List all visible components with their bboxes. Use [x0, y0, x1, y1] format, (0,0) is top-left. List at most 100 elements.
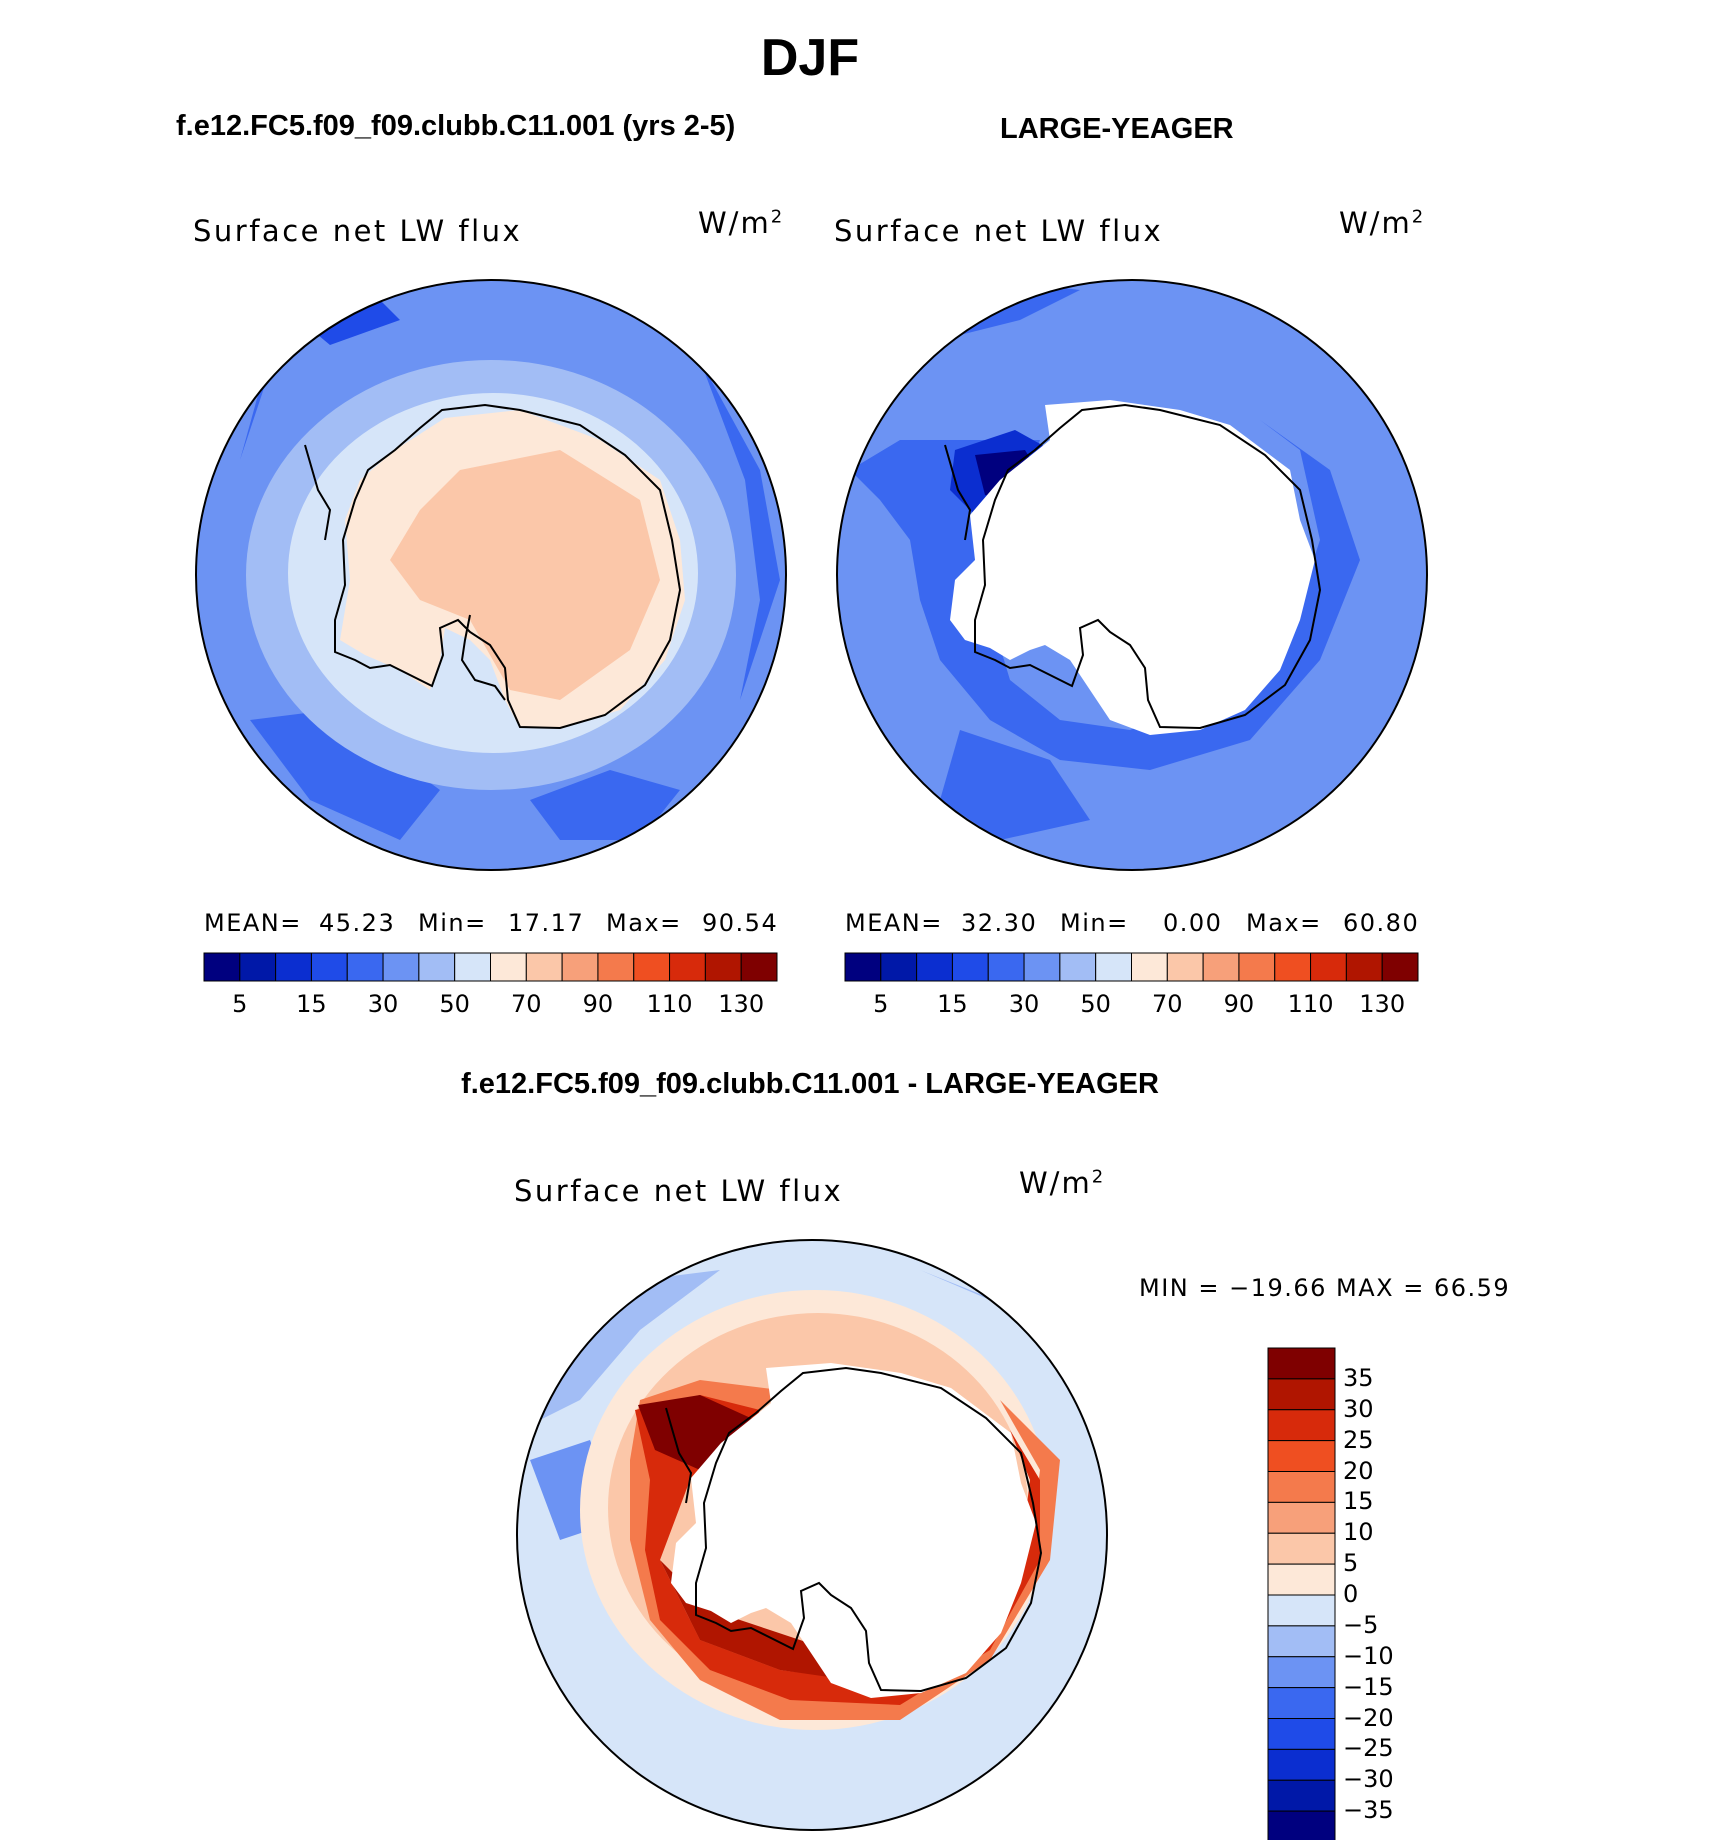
- panel2-colorbar-box: [1381, 952, 1419, 982]
- colorbars: [203, 952, 1419, 1840]
- panel3-variable-label: Surface net LW flux: [514, 1174, 844, 1208]
- panel2-peninsula-coast: [944, 444, 972, 541]
- panel1-plateau-field: [390, 450, 660, 700]
- panel2-colorbar-box: [987, 952, 1025, 982]
- panel1-colorbar-box: [633, 952, 671, 982]
- panel1-colorbar-box: [346, 952, 384, 982]
- panel3-colorbar-box: [1267, 1748, 1336, 1781]
- panel1-colorbar-box: [310, 952, 348, 982]
- panel1-max-value: 90.54: [702, 909, 779, 937]
- panel1-map-border: [195, 279, 787, 871]
- panel1-min-value: 17.17: [508, 909, 585, 937]
- panel3-colorbar-tick: 15: [1343, 1487, 1374, 1516]
- panel1-darkspot-nw: [300, 300, 400, 345]
- panel3-colorbar-box: [1267, 1440, 1336, 1472]
- panel1-antarctica-coastline: [334, 403, 682, 730]
- panel1-units: W/m2: [698, 206, 785, 240]
- panel2-colorbar-box: [844, 952, 882, 982]
- panel2-min-value: 0.00: [1163, 909, 1223, 937]
- panel3-colorbar-box: [1267, 1779, 1336, 1812]
- panel1-peninsula-coast: [304, 444, 332, 541]
- panel3-colorbar-box: [1267, 1471, 1336, 1503]
- panel2-band-south: [940, 730, 1090, 840]
- panel3-ross-band: [660, 1560, 850, 1680]
- panel2-map: [837, 280, 1427, 870]
- panel3-map: [517, 1240, 1107, 1830]
- panel3-colorbar-tick: −35: [1343, 1796, 1394, 1825]
- panel1-colorbar-tick: 15: [296, 990, 327, 1018]
- panel3-colorbar-tick: 5: [1343, 1549, 1359, 1578]
- panel2-variable-label: Surface net LW flux: [834, 214, 1164, 248]
- panel1-mean-value: 45.23: [319, 909, 396, 937]
- panel3-colorbar-tick: 25: [1343, 1425, 1374, 1454]
- panel3-colorbar-tick: −5: [1343, 1610, 1379, 1639]
- panel2-colorbar-tick: 30: [1008, 990, 1040, 1018]
- panel1-colorbar-tick: 70: [511, 990, 542, 1018]
- panel2-colorbar-tick: 130: [1359, 990, 1406, 1018]
- panel2-colorbar-box: [1345, 952, 1383, 982]
- main-title: DJF: [760, 29, 860, 87]
- panel3-colorbar-tick: −25: [1343, 1734, 1394, 1763]
- panel1-colorbar-box: [490, 952, 527, 982]
- panel1-max-label: Max=: [606, 909, 682, 937]
- panel2-colorbar-box: [1202, 952, 1240, 982]
- panel1-ross-sea-coast: [460, 614, 506, 701]
- panel2-colorbar-box: [1274, 952, 1312, 982]
- panel3-peninsula-coast: [665, 1407, 693, 1504]
- panel2-antarctica-coastline: [974, 403, 1322, 730]
- panel2-colorbar-box: [1095, 952, 1132, 982]
- panel1-colorbar-box: [597, 952, 635, 982]
- panel1-colorbar-tick: 130: [718, 990, 765, 1018]
- panel2-colorbar-tick: 70: [1152, 990, 1183, 1018]
- panel1-colorbar-box: [525, 952, 563, 982]
- panel1-colorbar-box: [740, 952, 778, 982]
- panel3-colorbar-box: [1267, 1810, 1336, 1840]
- panel2-colorbar-box: [916, 952, 953, 982]
- panel3-colorbar-box: [1267, 1501, 1336, 1534]
- obs-case-title: LARGE-YEAGER: [1000, 113, 1234, 145]
- panel2-colorbar-tick: 15: [937, 990, 968, 1018]
- panel1-min-label: Min=: [418, 909, 487, 937]
- panel1-band-se: [530, 770, 680, 840]
- panel1-colorbar-box: [203, 952, 241, 982]
- panel3-colorbar-box: [1267, 1409, 1336, 1442]
- panel2-colorbar-box: [880, 952, 918, 982]
- panel2-units: W/m2: [1339, 206, 1426, 240]
- panel1-band-sw: [250, 710, 440, 840]
- panel3-colorbar-box: [1267, 1347, 1336, 1380]
- panel2-colorbar-box: [1023, 952, 1061, 982]
- panel1-colorbar-tick: 50: [439, 990, 470, 1018]
- panel3-colorbar-box: [1267, 1532, 1336, 1565]
- panel2-mean-label: MEAN=: [845, 909, 943, 937]
- panel1-variable-label: Surface net LW flux: [193, 214, 523, 248]
- panel1-colorbar-box: [275, 952, 312, 982]
- panel2-colorbar-box: [1131, 952, 1168, 982]
- panel1-colorbar-box: [704, 952, 742, 982]
- panel2-colorbar-box: [1310, 952, 1347, 982]
- panel1-colorbar-tick: 90: [582, 990, 614, 1018]
- panel3-colorbar-tick: 10: [1343, 1518, 1374, 1547]
- panel3-antarctica-coastline: [695, 1366, 1043, 1693]
- panel3-colorbar-tick: −15: [1343, 1672, 1394, 1701]
- panel3-colorbar-tick: 20: [1343, 1456, 1374, 1485]
- panel3-colorbar-tick: −20: [1343, 1703, 1394, 1732]
- panel1-band-east: [700, 360, 780, 700]
- panel1-colorbar-tick: 110: [646, 990, 693, 1018]
- panel2-colorbar-box: [1166, 952, 1204, 982]
- panel3-colorbar-box: [1267, 1594, 1336, 1627]
- panel2-colorbar-box: [951, 952, 989, 982]
- panel2-colorbar-box: [1059, 952, 1097, 982]
- panel2-no-data-ice: [950, 400, 1315, 735]
- panel3-colorbar-box: [1267, 1563, 1336, 1596]
- panel2-colorbar-tick: 90: [1223, 990, 1255, 1018]
- panel3-colorbar-box: [1267, 1625, 1336, 1658]
- panel2-min-label: Min=: [1060, 909, 1129, 937]
- panel1-map: [196, 280, 786, 870]
- panel1-colorbar-box: [239, 952, 277, 982]
- panel1-colorbar-box: [454, 952, 491, 982]
- panel1-colorbar-box: [669, 952, 706, 982]
- panel2-colorbar-tick: 50: [1080, 990, 1111, 1018]
- panel1-colorbar-box: [382, 952, 420, 982]
- panel3-no-data-ice: [671, 1363, 1036, 1698]
